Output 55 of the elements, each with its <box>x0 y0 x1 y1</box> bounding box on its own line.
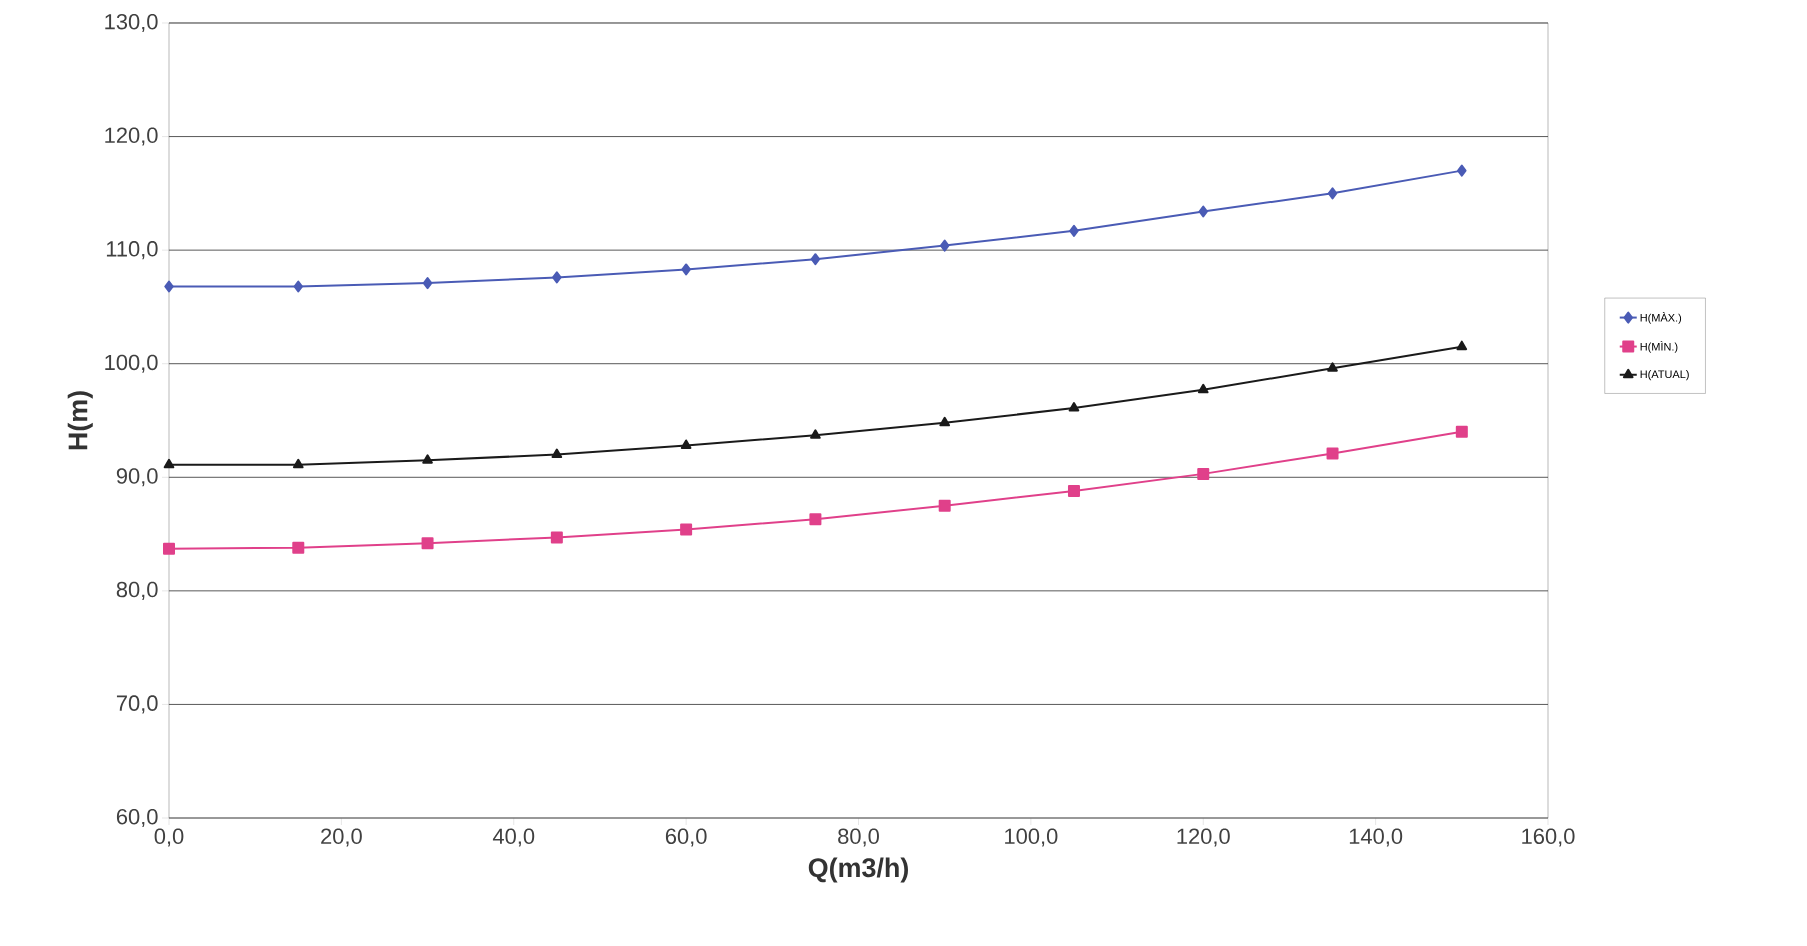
y-tick-label: 100,0 <box>105 354 158 373</box>
legend-label: H(ATUAL) <box>1640 370 1689 381</box>
x-axis-title: Q(m3/h) <box>808 857 908 883</box>
y-tick-label: 90,0 <box>116 468 158 487</box>
point <box>550 531 563 544</box>
x-tick-label: 40,0 <box>492 828 535 847</box>
point <box>810 429 821 439</box>
point <box>680 523 693 536</box>
point <box>1198 205 1208 218</box>
point <box>293 280 304 293</box>
point <box>1069 224 1079 237</box>
point <box>163 542 175 555</box>
x-tick-label: 60,0 <box>665 828 707 847</box>
legend-label: H(MÌN.) <box>1640 341 1678 353</box>
point <box>810 253 821 266</box>
point <box>939 239 950 252</box>
point <box>551 448 563 459</box>
point <box>1067 484 1080 497</box>
point <box>292 458 304 469</box>
y-tick-label: 60,0 <box>116 808 158 828</box>
y-tick-label: 130,0 <box>105 13 158 33</box>
point <box>680 439 692 449</box>
x-tick-label: 100,0 <box>1005 828 1058 847</box>
point <box>809 513 822 526</box>
point <box>164 280 174 293</box>
x-tick-label: 80,0 <box>838 828 879 847</box>
legend-label: H(MÀX.) <box>1640 312 1682 324</box>
x-tick-label: 160,0 <box>1522 828 1575 847</box>
point <box>1197 467 1210 480</box>
point <box>1068 402 1080 412</box>
point <box>421 537 434 550</box>
point <box>938 499 951 512</box>
point <box>1327 187 1338 200</box>
point <box>422 454 433 464</box>
point <box>422 277 433 290</box>
point <box>1327 362 1338 372</box>
y-axis-title: H(m) <box>67 391 93 450</box>
point <box>552 271 562 284</box>
point <box>939 416 951 427</box>
y-tick-label: 70,0 <box>116 695 158 714</box>
x-tick-label: 140,0 <box>1349 828 1403 847</box>
point <box>1326 447 1339 460</box>
point <box>681 263 691 276</box>
point <box>1457 164 1467 177</box>
x-tick-label: 0,0 <box>154 828 184 847</box>
point <box>292 541 305 554</box>
y-tick-label: 110,0 <box>106 241 158 260</box>
y-tick-label: 80,0 <box>116 581 158 600</box>
x-tick-label: 120,0 <box>1177 828 1230 847</box>
point <box>1456 340 1468 351</box>
point <box>1455 425 1468 438</box>
point <box>1197 383 1209 394</box>
y-tick-label: 120,0 <box>105 127 158 146</box>
point <box>163 458 175 469</box>
x-tick-label: 20,0 <box>321 828 362 847</box>
